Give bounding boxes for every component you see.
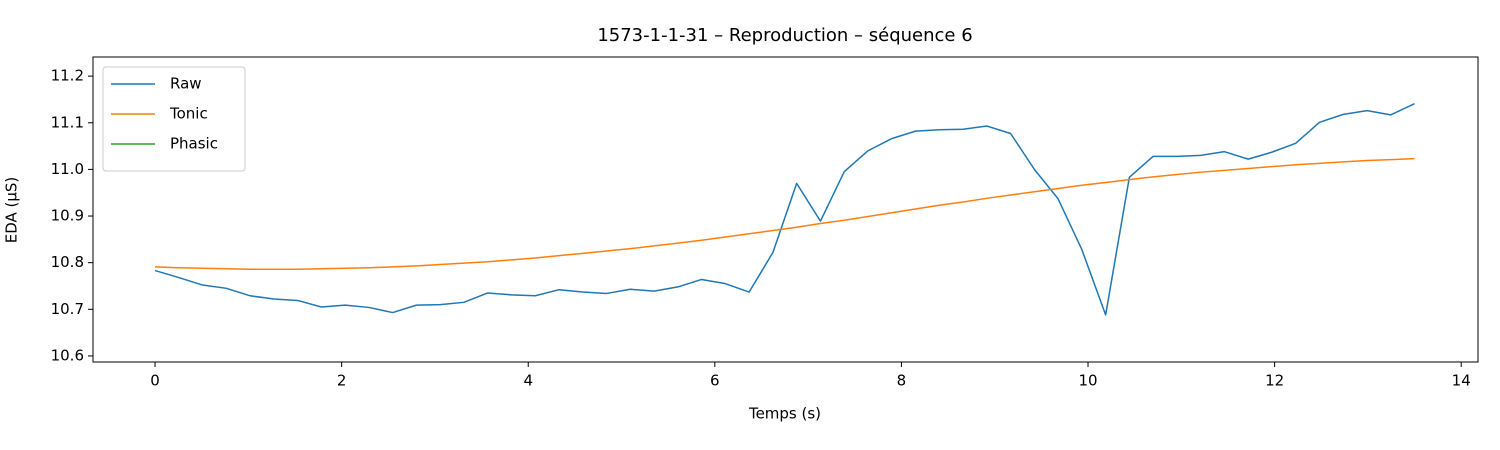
x-tick-label: 12 [1265,372,1284,390]
y-tick-label: 10.8 [51,253,84,271]
y-tick-label: 10.7 [51,300,84,318]
y-tick-label: 10.9 [51,207,84,225]
y-tick-label: 11.2 [51,67,84,85]
plot-area [154,102,1415,316]
axes-frame [92,56,1479,363]
y-tick-label: 11.0 [51,160,84,178]
legend-label: Phasic [170,135,218,153]
x-tick-label: 0 [150,372,160,390]
x-tick-label: 2 [337,372,347,390]
y-axis-label: EDA (µS) [3,177,21,244]
legend-label: Raw [170,75,202,93]
x-tick-label: 14 [1452,372,1471,390]
y-tick-label: 11.1 [51,113,84,131]
y-tick-label: 10.6 [51,346,84,364]
x-tick-label: 8 [897,372,907,390]
x-tick-label: 6 [710,372,720,390]
x-axis-label: Temps (s) [748,405,821,423]
x-tick-label: 10 [1078,372,1097,390]
legend-box [102,66,246,172]
legend-label: Tonic [169,105,208,123]
x-tick-label: 4 [523,372,533,390]
chart-title: 1573-1-1-31 – Reproduction – séquence 6 [597,25,972,46]
series-line [155,157,1415,270]
series-line [154,102,1415,316]
